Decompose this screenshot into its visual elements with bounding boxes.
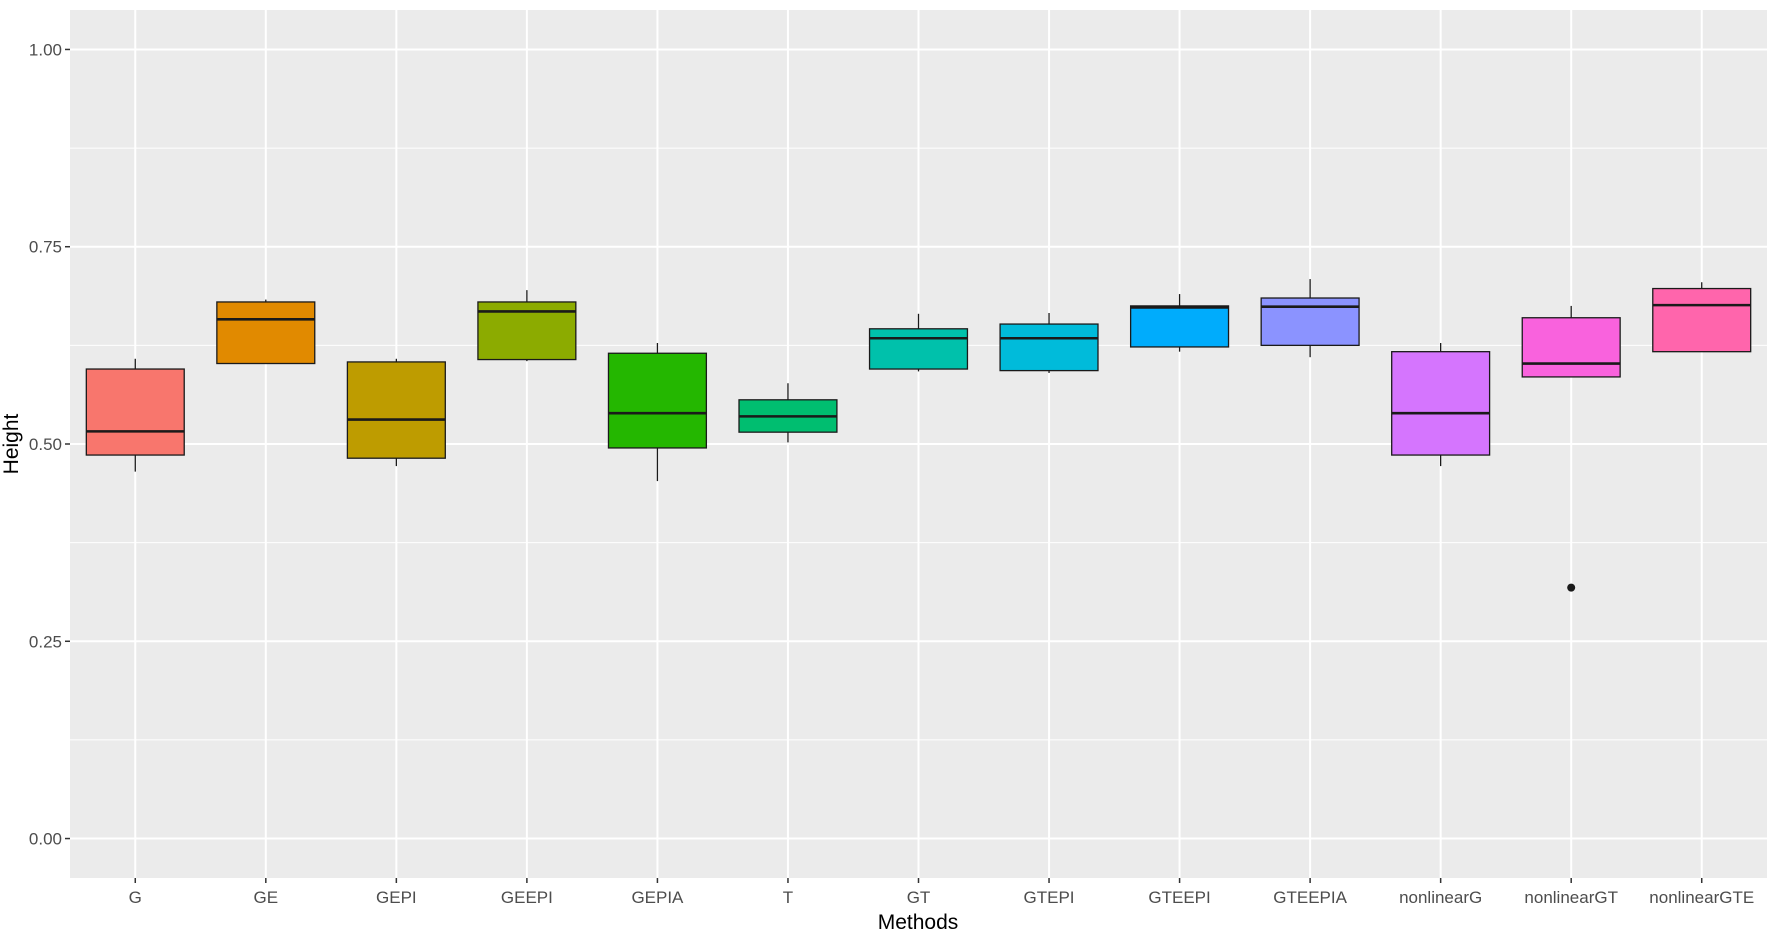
box-body <box>85 368 185 456</box>
x-axis-ticks: G GE GEPI GEEPI GEPIA T GT GTEPI GTEEPI GTEEPIA no… <box>129 878 1754 907</box>
x-tick-label: nonlinearG <box>1399 888 1482 907</box>
x-tick-label: GEEPI <box>501 888 553 907</box>
y-tick-label: 0.00 <box>29 830 62 849</box>
box-body <box>999 323 1099 372</box>
x-tick-label: GTEEPI <box>1148 888 1210 907</box>
outlier-point <box>1567 583 1576 592</box>
x-tick-label: GEPIA <box>631 888 684 907</box>
box-nonlinearGT <box>1521 305 1621 592</box>
x-tick-label: GTEPI <box>1024 888 1075 907</box>
x-tick-label: GEPI <box>376 888 417 907</box>
x-tick-label: nonlinearGTE <box>1649 888 1754 907</box>
y-tick-label: 0.25 <box>29 632 62 651</box>
box-T <box>738 383 838 443</box>
y-tick-label: 0.75 <box>29 238 62 257</box>
box-body <box>346 361 446 459</box>
box-body <box>1129 305 1230 348</box>
box-GEPI <box>346 358 446 467</box>
box-body <box>868 328 969 370</box>
x-tick-label: GT <box>907 888 931 907</box>
x-tick-label: G <box>129 888 142 907</box>
box-nonlinearGTE <box>1652 282 1752 353</box>
box-GE <box>216 299 316 365</box>
x-tick-label: nonlinearGT <box>1524 888 1618 907</box>
x-tick-label: T <box>783 888 793 907</box>
x-tick-label: GE <box>254 888 279 907</box>
box-GTEEPIA <box>1260 279 1360 358</box>
box-series <box>85 279 1752 592</box>
box-G <box>85 358 185 472</box>
y-tick-label: 1.00 <box>29 40 62 59</box>
y-axis-title: Height <box>0 413 23 474</box>
box-GEPIA <box>607 342 708 482</box>
box-GT <box>868 313 969 372</box>
box-body <box>216 301 316 365</box>
y-axis-ticks: 0.00 0.25 0.50 0.75 1.00 <box>29 40 70 849</box>
box-body <box>1652 287 1752 353</box>
box-body <box>1391 351 1491 456</box>
y-tick-label: 0.50 <box>29 435 62 454</box>
box-GEEPI <box>477 290 577 362</box>
box-body <box>1260 297 1360 347</box>
box-nonlinearG <box>1391 342 1491 467</box>
box-body <box>1521 317 1621 378</box>
box-body <box>607 352 708 449</box>
x-tick-label: GTEEPIA <box>1273 888 1347 907</box>
x-axis-title: Methods <box>878 911 959 934</box>
box-GTEEPI <box>1129 294 1230 352</box>
box-GTEPI <box>999 313 1099 373</box>
